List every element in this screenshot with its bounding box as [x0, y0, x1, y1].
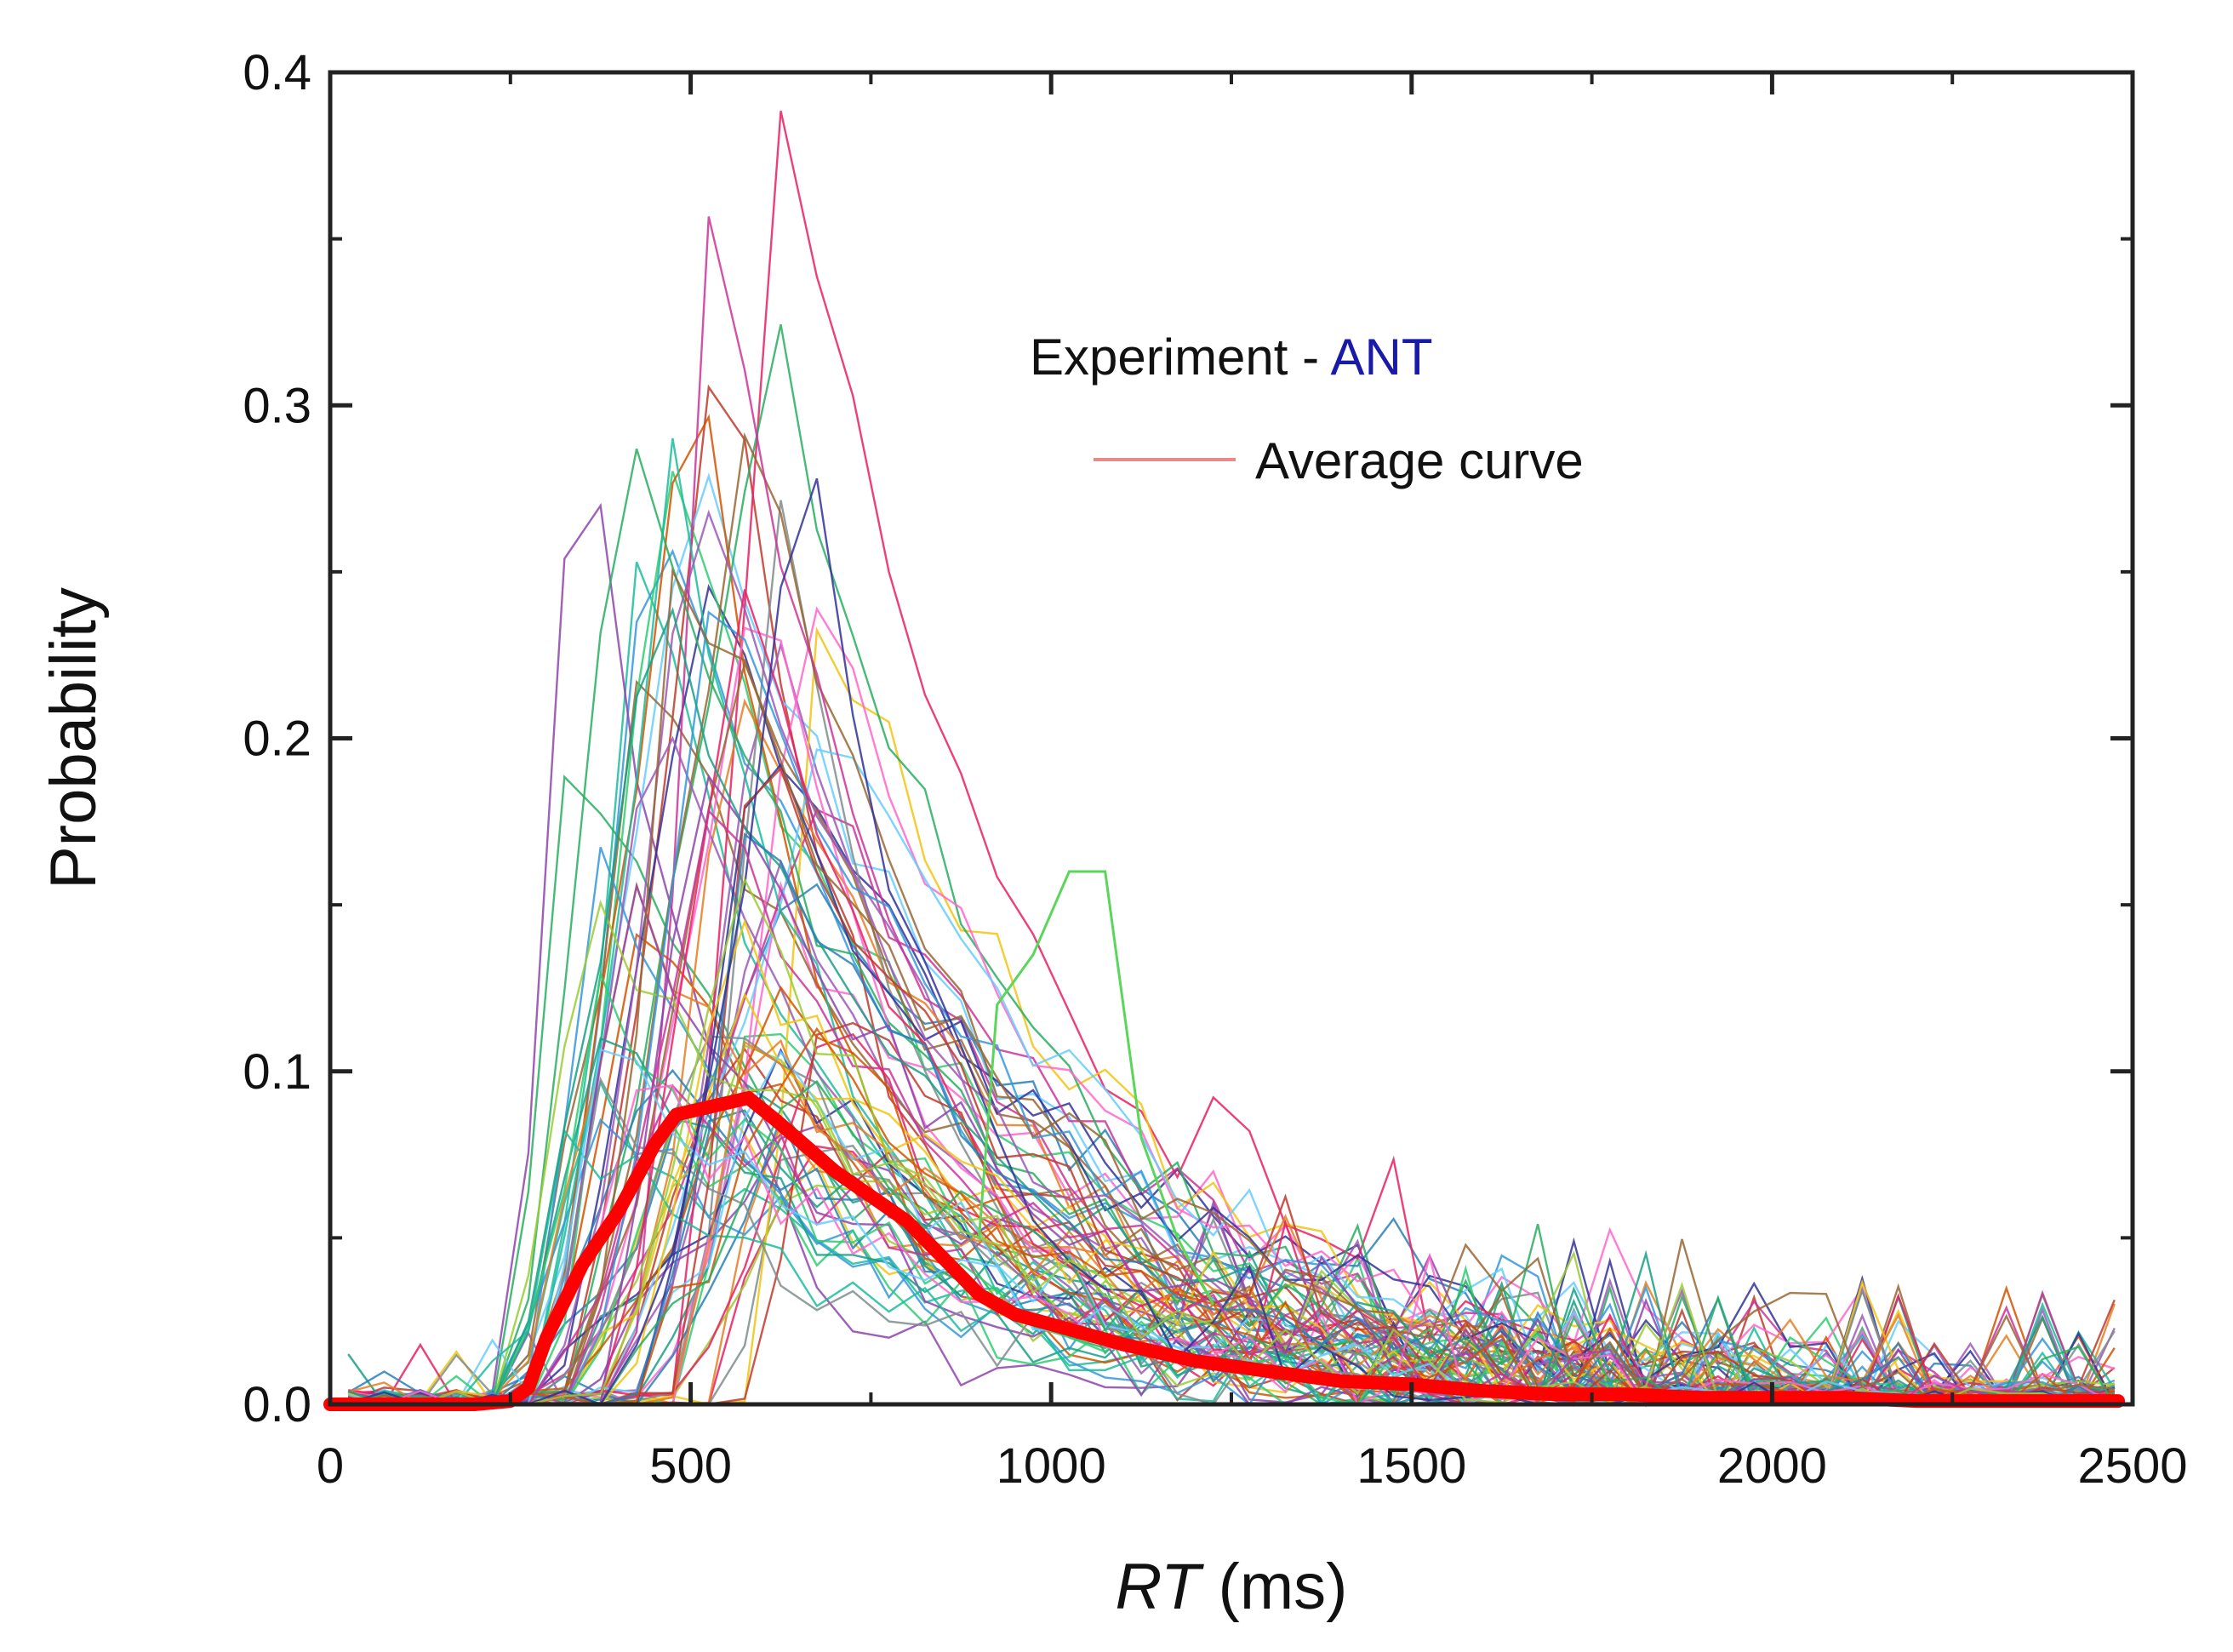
x-axis-title: RT (ms): [1116, 1551, 1348, 1623]
y-tick-label: 0.2: [243, 712, 311, 767]
axis-ticks: [328, 70, 2135, 1407]
x-tick-label: 0: [317, 1438, 344, 1494]
individual-curve-line: [978, 870, 1215, 1306]
y-tick-label: 0.4: [243, 45, 311, 100]
individual-curve-line: [347, 567, 2115, 1406]
y-tick-label: 0.3: [243, 378, 311, 433]
individual-curve-line: [347, 880, 2116, 1406]
average-curve-line: [323, 1091, 2126, 1411]
x-axis-title-variable: RT: [1116, 1551, 1205, 1623]
x-axis-title-unit: (ms): [1200, 1551, 1347, 1623]
legend: Experiment - ANT Average curve: [1030, 329, 1584, 489]
individual-curve-line: [348, 748, 2116, 1406]
legend-title-prefix: Experiment -: [1030, 329, 1330, 386]
x-tick-label: 500: [649, 1438, 732, 1494]
x-tick-label: 1000: [997, 1438, 1106, 1494]
y-tick-label: 0.0: [243, 1377, 311, 1432]
legend-title-highlight: ANT: [1330, 329, 1432, 386]
individual-curve-line: [347, 640, 2116, 1408]
y-tick-label: 0.1: [243, 1044, 311, 1100]
average-curve-group: [323, 1091, 2126, 1411]
y-axis-title: Probability: [37, 587, 110, 889]
x-tick-label: 2000: [1717, 1438, 1827, 1494]
x-tick-label: 1500: [1356, 1438, 1466, 1494]
x-tick-label: 2500: [2077, 1438, 2187, 1494]
individual-curve-line: [347, 606, 2116, 1406]
axis-tick-labels: 0 500 1000 1500 2000 2500 0.0 0.1 0.2 0.3 0.4: [243, 45, 2187, 1494]
legend-label-average-curve: Average curve: [1255, 432, 1584, 489]
legend-title: Experiment - ANT: [1030, 329, 1432, 386]
